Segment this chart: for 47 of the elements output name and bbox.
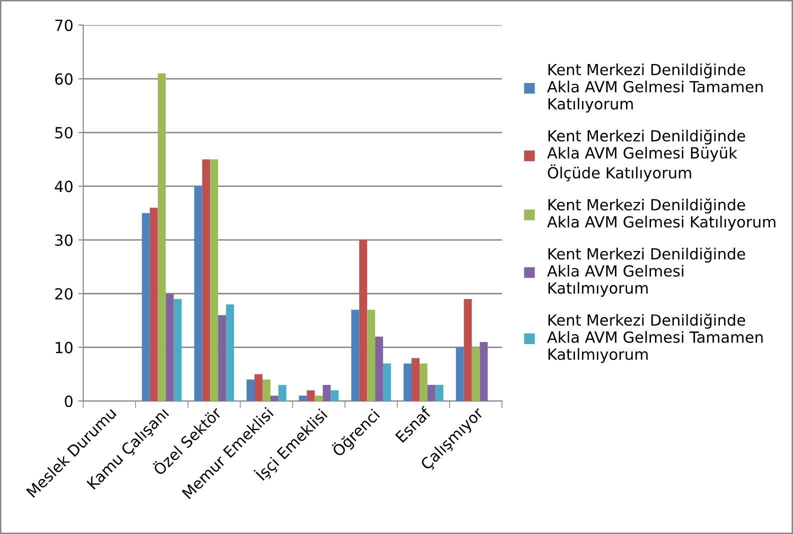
bar bbox=[480, 342, 488, 402]
bar bbox=[464, 298, 472, 402]
y-tick-label: 20 bbox=[55, 288, 73, 300]
legend-label: Kent Merkezi Denildiğinde Akla AVM Gelmesi Katılıyorum bbox=[547, 198, 776, 231]
legend-label: Kent Merkezi Denildiğinde Akla AVM Gelmesi Tamamen Katılmıyorum bbox=[547, 314, 763, 363]
bar bbox=[254, 374, 262, 402]
bar bbox=[412, 358, 420, 402]
bar bbox=[367, 310, 376, 402]
bar bbox=[306, 390, 315, 402]
bar bbox=[278, 384, 286, 402]
y-tick-label: 50 bbox=[55, 126, 73, 139]
bar bbox=[298, 396, 307, 402]
bar bbox=[142, 213, 150, 402]
bar bbox=[158, 73, 166, 402]
bar bbox=[351, 310, 360, 402]
bar bbox=[246, 380, 255, 402]
bar bbox=[419, 363, 428, 402]
bar bbox=[427, 384, 436, 402]
bar bbox=[435, 384, 444, 402]
bar bbox=[218, 315, 226, 402]
bar bbox=[166, 294, 174, 402]
bar bbox=[226, 304, 234, 402]
y-tick-label: 60 bbox=[55, 73, 73, 85]
bar bbox=[314, 396, 323, 402]
bar bbox=[404, 363, 412, 402]
y-tick-label: 10 bbox=[56, 342, 73, 354]
bar bbox=[174, 298, 182, 402]
bar bbox=[194, 186, 202, 402]
bar bbox=[375, 336, 384, 402]
bar bbox=[383, 363, 392, 402]
bar bbox=[202, 159, 210, 402]
bar bbox=[330, 390, 339, 402]
bar bbox=[262, 380, 270, 402]
y-tick-label: 30 bbox=[55, 234, 73, 246]
bar bbox=[359, 240, 368, 402]
legend-label: Kent Merkezi Denildiğinde Akla AVM Gelmesi Büyük Ölçüde Katılıyorum bbox=[547, 129, 746, 182]
y-tick-label: 70 bbox=[55, 20, 73, 32]
bar bbox=[270, 396, 278, 402]
bar bbox=[210, 159, 218, 402]
y-tick-label: 0 bbox=[64, 396, 73, 408]
y-tick-label: 40 bbox=[54, 180, 73, 192]
legend-label: Kent Merkezi Denildiğinde Akla AVM Gelmesi Tamamen Katılıyorum bbox=[547, 63, 763, 113]
bar bbox=[456, 347, 464, 402]
bar bbox=[472, 347, 480, 402]
bar bbox=[150, 208, 158, 402]
bar bbox=[322, 384, 331, 402]
legend-label: Kent Merkezi Denildiğinde Akla AVM Gelmesi Katılmıyorum bbox=[547, 247, 746, 297]
